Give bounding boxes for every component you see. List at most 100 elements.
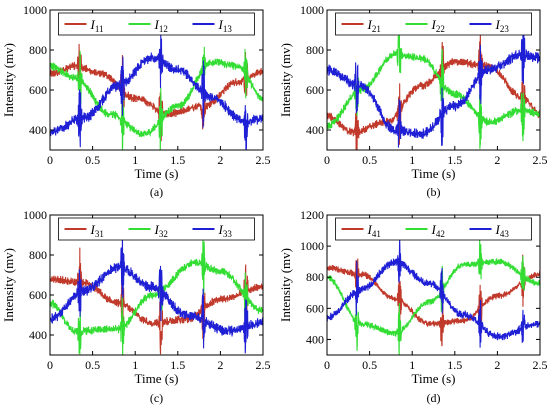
x-tick-label: 0.5 [85,153,100,167]
x-tick-label: 2 [494,153,500,167]
x-axis-label: Time (s) [135,166,179,181]
x-axis-label: Time (s) [135,371,179,386]
legend: I11 I12 I13 [58,12,255,36]
y-tick-label: 1000 [300,3,324,17]
legend-entry-subscript: 21 [372,24,381,34]
y-tick-label: 1000 [23,208,47,222]
y-axis-label: Intensity (mv) [1,248,16,322]
x-axis-label: Time (s) [412,371,456,386]
legend-entry-name: I [431,17,437,32]
x-tick-label: 1 [132,153,138,167]
y-tick-label: 400 [29,328,47,342]
legend-entry: I23 [495,17,510,34]
legend-entry-name: I [90,222,96,237]
y-tick-label: 1000 [300,239,324,253]
series-line-I11 [50,43,263,142]
legend-entry-subscript: 13 [223,24,233,34]
y-tick-label: 800 [29,248,47,262]
x-tick-label: 0.5 [362,358,377,372]
series-line-I33 [50,231,263,354]
legend-entry-subscript: 12 [159,24,168,34]
y-tick-label: 600 [306,83,324,97]
series-line-I31 [50,247,263,355]
series-line-I23 [327,25,540,148]
series-line-I13 [50,30,263,150]
legend-entry-subscript: 31 [95,229,104,239]
series-line-I32 [50,240,263,355]
legend-entry: I11 [90,17,104,34]
legend-entry-name: I [154,17,160,32]
x-tick-label: 1 [409,358,415,372]
x-tick-label: 1 [132,358,138,372]
panel-label: (c) [150,391,163,405]
y-tick-label: 600 [29,288,47,302]
plot-area-frame [49,9,264,151]
series-group [50,30,263,150]
series-line-I21 [327,30,540,150]
legend-entry-subscript: 42 [436,229,445,239]
legend-entry-subscript: 11 [95,24,104,34]
plot-area-frame [326,9,541,151]
x-tick-label: 2.5 [533,358,548,372]
legend-entry-subscript: 22 [436,24,445,34]
legend-entry: I13 [218,17,233,34]
series-group [327,25,540,150]
y-tick-label: 600 [306,301,324,315]
x-tick-label: 2.5 [256,358,271,372]
legend-entry-name: I [431,222,437,237]
plot-area-frame [326,214,541,356]
x-tick-label: 1 [409,153,415,167]
series-line-I42 [327,239,540,355]
panel-label: (d) [427,391,441,405]
legend-box [58,217,255,241]
y-tick-label: 400 [29,123,47,137]
chart-panel-d: 0 0.5 1 1.5 2 2.5 400 600 800 1000 1200 Time (s) Int… [278,208,548,405]
legend-entry-name: I [367,222,373,237]
x-tick-label: 2 [217,153,223,167]
x-tick-label: 2 [217,358,223,372]
y-tick-label: 800 [29,43,47,57]
x-tick-label: 1.5 [447,358,462,372]
x-tick-label: 0.5 [85,358,100,372]
x-tick-label: 0 [47,153,53,167]
panel-label: (b) [427,185,441,199]
y-tick-label: 600 [29,83,47,97]
legend-entry-name: I [218,222,224,237]
y-tick-label: 800 [306,270,324,284]
legend-entry-subscript: 33 [223,229,233,239]
legend-entry-subscript: 32 [159,229,168,239]
series-group [327,238,540,355]
legend-entry-subscript: 23 [500,24,510,34]
x-tick-label: 2.5 [256,153,271,167]
series-line-I43 [327,238,540,348]
legend-box [335,12,532,36]
x-tick-label: 2 [494,358,500,372]
x-tick-label: 1.5 [170,358,185,372]
legend-entry-name: I [495,222,501,237]
legend-entry: I21 [367,17,381,34]
y-tick-label: 800 [306,43,324,57]
legend-box [335,217,532,241]
x-tick-label: 0.5 [362,153,377,167]
legend-entry-name: I [367,17,373,32]
legend-entry-subscript: 41 [372,229,381,239]
x-tick-label: 1.5 [170,153,185,167]
series-line-I12 [50,46,263,150]
legend-entry: I41 [367,222,381,239]
x-axis-label: Time (s) [412,166,456,181]
chart-panel-c: 0 0.5 1 1.5 2 2.5 400 600 800 1000 Time (s) Intensi… [1,208,271,405]
y-tick-label: 1200 [300,208,324,222]
legend-entry-name: I [90,17,96,32]
panel-label: (a) [150,185,163,199]
legend-entry: I43 [495,222,510,239]
x-tick-label: 1.5 [447,153,462,167]
series-group [50,231,263,355]
chart-panel-a: 0 0.5 1 1.5 2 2.5 400 600 800 1000 Time (s) Intensi… [1,3,271,199]
y-tick-label: 1000 [23,3,47,17]
legend-entry: I31 [90,222,104,239]
legend-entry: I33 [218,222,233,239]
series-line-I41 [327,254,540,347]
legend-box [58,12,255,36]
legend-entry-name: I [218,17,224,32]
